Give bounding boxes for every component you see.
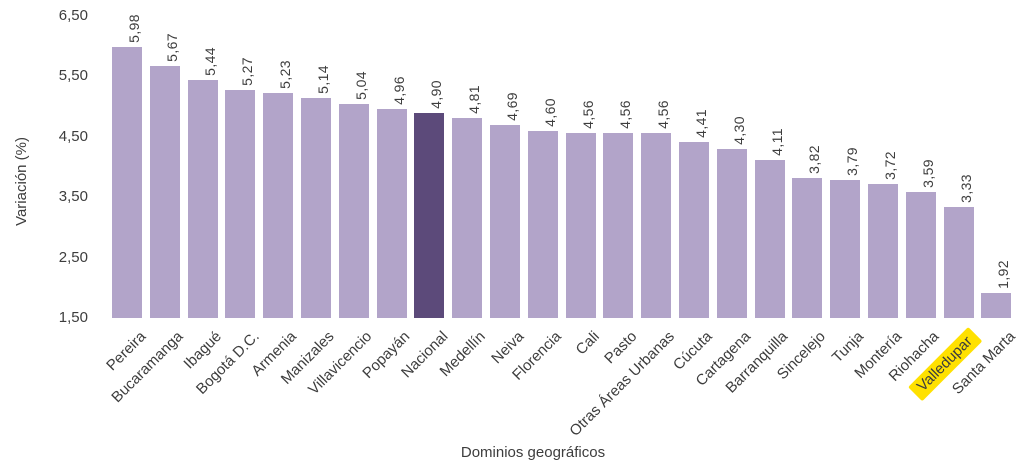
bar-value-label: 4,56: [579, 100, 596, 129]
bar: [111, 47, 142, 318]
bar-value-label: 4,30: [730, 116, 747, 145]
x-tick-label: Cali: [572, 328, 603, 359]
bar-value-label: 4,56: [617, 100, 634, 129]
bar: [905, 192, 936, 318]
bar: [716, 149, 747, 318]
bar-value-label: 5,23: [277, 60, 294, 89]
bar: [489, 125, 520, 318]
bar: [641, 133, 672, 318]
bar: [187, 80, 218, 318]
bar: [943, 207, 974, 318]
bar: [754, 160, 785, 318]
bar-value-label: 4,41: [692, 109, 709, 138]
bar-value-label: 4,69: [503, 92, 520, 121]
bar-value-label: 4,11: [768, 128, 785, 156]
bar-value-label: 5,27: [239, 57, 256, 86]
bar: [338, 104, 369, 318]
bar-value-label: 5,67: [163, 33, 180, 62]
bar-value-label: 1,92: [995, 260, 1012, 289]
bar: [300, 98, 331, 318]
y-axis-tick-label: 6,50: [58, 7, 88, 24]
y-axis-tick-label: 5,50: [58, 67, 88, 85]
bar: [225, 90, 256, 318]
bar: [678, 142, 709, 318]
bar-value-label: 3,72: [881, 151, 898, 180]
y-axis-tick-label: 1,50: [58, 309, 88, 326]
bar-value-label: 5,14: [314, 65, 331, 94]
bar: [527, 131, 558, 318]
bar: [867, 184, 898, 318]
bar: [830, 180, 861, 318]
bar-value-label: 4,60: [541, 98, 558, 127]
y-axis-tick-label: 3,50: [58, 188, 88, 206]
bar-value-label: 5,98: [125, 14, 142, 43]
y-axis-tick-label: 2,50: [58, 248, 88, 266]
bar: [149, 66, 180, 318]
bar: [565, 133, 596, 318]
bar-value-label: 3,79: [844, 147, 861, 176]
bar-value-label: 4,90: [428, 80, 445, 109]
bar-value-label: 3,59: [919, 159, 936, 188]
y-axis-title: Variación (%): [13, 137, 30, 226]
bar: [376, 109, 407, 318]
bar-value-label: 5,04: [352, 71, 369, 100]
y-axis-tick-label: 4,50: [58, 127, 88, 145]
bar-value-label: 3,82: [806, 145, 823, 174]
bar: [452, 118, 483, 318]
bar-value-label: 4,56: [655, 100, 672, 129]
bar: [414, 113, 445, 318]
bar-value-label: 4,96: [390, 76, 407, 105]
bar: [263, 93, 294, 318]
bar-value-label: 5,44: [201, 47, 218, 76]
bar: [981, 293, 1012, 318]
bar-value-label: 4,81: [466, 85, 483, 114]
x-axis-title: Dominios geográficos: [460, 444, 606, 461]
bar: [603, 133, 634, 318]
bar-value-label: 3,33: [957, 174, 974, 203]
bar: [792, 178, 823, 318]
